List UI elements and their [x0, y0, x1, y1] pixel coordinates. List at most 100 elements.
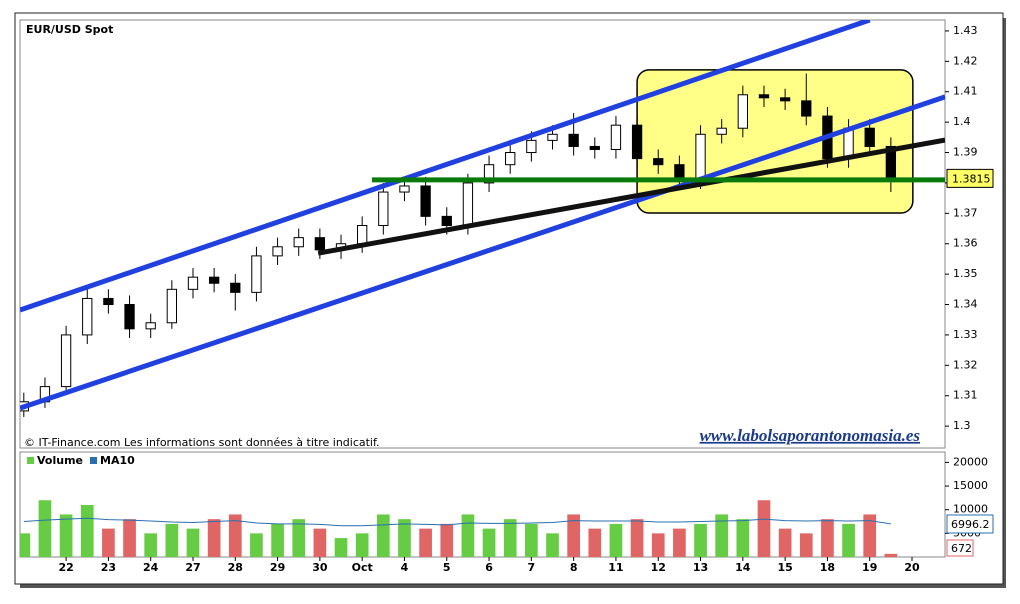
- x-tick-label: 24: [143, 561, 159, 574]
- volume-bar: [863, 514, 877, 557]
- candle-body: [441, 215, 452, 226]
- volume-bar: [123, 519, 136, 557]
- ma-last-box: [946, 514, 994, 534]
- x-tick-label: 13: [693, 561, 708, 574]
- volume-plot: [20, 500, 898, 557]
- candle-body: [208, 276, 220, 284]
- volume-bar: [250, 533, 263, 557]
- y-tick-label: 1.31: [953, 389, 978, 402]
- trend-line: [317, 137, 945, 256]
- candle-body: [737, 94, 748, 129]
- candle-body: [230, 282, 241, 293]
- volume-bar: [609, 523, 623, 557]
- candle-body: [568, 133, 579, 147]
- candle-body: [462, 182, 474, 226]
- candle-body: [631, 124, 643, 160]
- y-tick-label: 1.41: [953, 85, 978, 98]
- volume-bar: [884, 553, 898, 557]
- volume-bar: [80, 504, 94, 557]
- candle-body: [60, 334, 72, 388]
- y-tick-label: 1.33: [953, 328, 978, 341]
- candle-body: [547, 133, 558, 141]
- candle-body: [589, 145, 600, 150]
- x-tick-label: 8: [570, 561, 578, 574]
- y-tick-label: 1.37: [953, 206, 978, 219]
- volume-bar: [821, 519, 834, 557]
- candle-body: [695, 133, 706, 181]
- volume-bar: [355, 533, 369, 557]
- volume-bar: [651, 533, 665, 557]
- volume-bar: [20, 533, 31, 557]
- candle-body: [145, 322, 156, 330]
- volume-bar: [799, 533, 813, 557]
- volume-bar: [461, 514, 475, 557]
- candle-body: [187, 276, 199, 290]
- volume-bar: [419, 528, 432, 557]
- volume-bar: [228, 514, 242, 557]
- x-tick-label: 11: [608, 561, 623, 574]
- volume-bar: [630, 519, 644, 557]
- chart-title: EUR/USD Spot: [26, 23, 113, 36]
- x-tick-label: 23: [101, 561, 116, 574]
- volume-bar: [398, 519, 411, 557]
- candle-body: [378, 191, 389, 226]
- v-tick-label: 10000: [953, 503, 988, 516]
- volume-bar: [715, 514, 729, 557]
- v-tick-label: 20000: [953, 455, 988, 468]
- candle-body: [526, 139, 537, 154]
- y-tick-label: 1.42: [953, 54, 978, 67]
- volume-bar: [102, 528, 115, 557]
- volume-bar: [757, 500, 771, 557]
- y-tick-label: 1.32: [953, 358, 978, 371]
- candle-body: [166, 288, 177, 324]
- x-tick-label: 12: [651, 561, 666, 574]
- candle-body: [103, 297, 114, 306]
- candle-body: [758, 94, 770, 99]
- volume-bar: [567, 514, 580, 557]
- volume-bar: [271, 523, 284, 557]
- x-tick-label: 5: [443, 561, 451, 574]
- volume-bar: [186, 528, 200, 557]
- volume-bar: [376, 514, 390, 557]
- candle-body: [251, 255, 262, 293]
- candle-body: [483, 164, 495, 184]
- x-tick-label: 27: [185, 561, 200, 574]
- x-tick-label: 30: [312, 561, 328, 574]
- ma-line: [23, 517, 891, 527]
- volume-bar: [842, 523, 855, 557]
- y-tick-label: 1.36: [953, 237, 978, 250]
- volume-bar: [482, 528, 496, 557]
- watermark: www.labolsaporantonomasia.es: [700, 426, 921, 445]
- trend-line: [20, 94, 945, 411]
- x-tick-label: 19: [862, 561, 877, 574]
- candle-body: [124, 304, 135, 330]
- volume-bar: [165, 523, 179, 557]
- x-tick-label: 18: [820, 561, 835, 574]
- x-tick-label: 29: [270, 561, 285, 574]
- volume-bar: [546, 533, 559, 557]
- candle-body: [399, 185, 410, 193]
- volume-bar: [59, 514, 73, 557]
- legend-label: MA10: [100, 454, 135, 467]
- y-tick-label: 1.43: [953, 24, 978, 37]
- volume-bar: [334, 538, 348, 557]
- x-tick-label: 20: [904, 561, 920, 574]
- candle-body: [716, 127, 727, 135]
- candle-body: [420, 185, 431, 217]
- x-tick-label: 28: [228, 561, 243, 574]
- legend-swatch: [90, 457, 97, 464]
- labels: EUR/USD Spot © IT-Finance.com Les inform…: [24, 23, 994, 574]
- volume-bar: [778, 528, 792, 557]
- candle-body: [293, 237, 304, 248]
- volume-bar: [38, 500, 52, 557]
- x-tick-label: 7: [528, 561, 536, 574]
- legend-label: Volume: [37, 454, 83, 467]
- candle-body: [82, 297, 93, 336]
- volume-bar: [673, 528, 686, 557]
- candle-body: [357, 224, 368, 245]
- x-tick-label: 4: [401, 561, 409, 574]
- y-tick-label: 1.34: [953, 298, 978, 311]
- y-tick-label: 1.4: [953, 115, 971, 128]
